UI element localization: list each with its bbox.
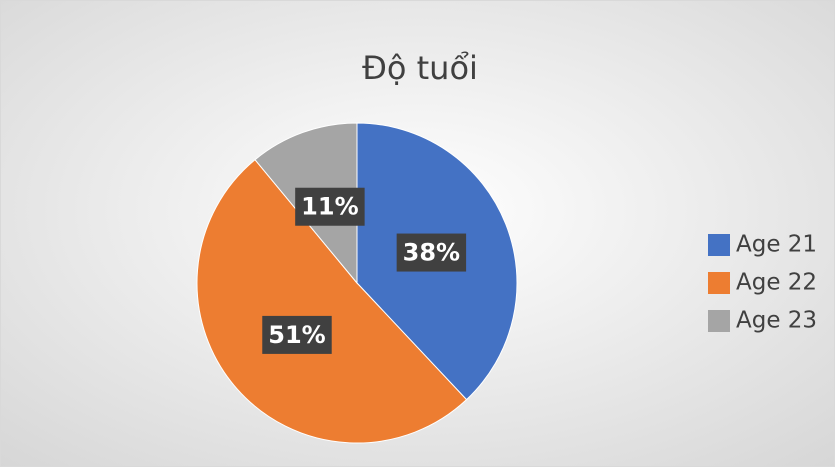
pie-slice [196, 159, 468, 444]
chart-title: Độ tuổi [362, 49, 478, 87]
legend-label: Age 22 [736, 270, 817, 296]
data-label-box [396, 233, 467, 272]
legend-label: Age 21 [736, 232, 817, 258]
data-label: 38% [403, 239, 460, 267]
legend-swatch [708, 272, 730, 294]
legend-label: Age 23 [736, 308, 817, 334]
legend-swatch [708, 310, 730, 332]
legend-swatch [708, 234, 730, 256]
data-label: 11% [301, 193, 358, 221]
data-label-box [295, 187, 365, 226]
data-label-box [262, 315, 332, 354]
data-label: 51% [268, 321, 325, 349]
